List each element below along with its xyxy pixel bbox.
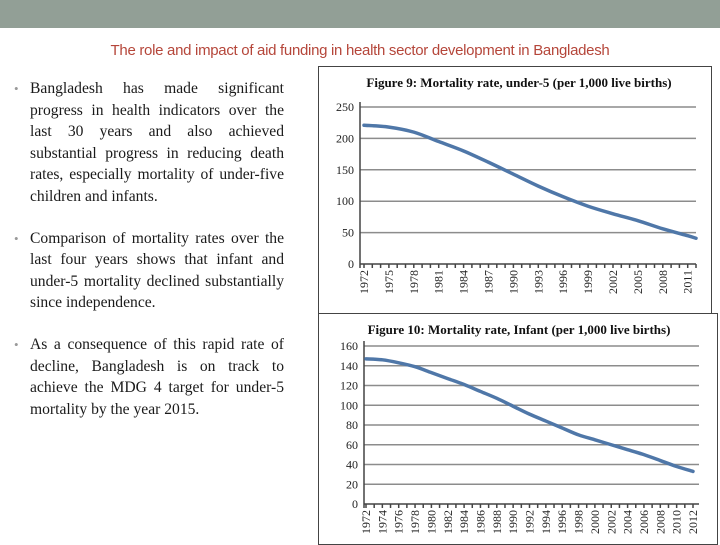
x-tick-label: 2012 [686, 510, 700, 534]
x-tick-label: 1978 [408, 510, 422, 534]
y-tick-label: 50 [342, 226, 354, 240]
y-tick-label: 100 [336, 194, 354, 208]
y-tick-label: 120 [340, 379, 358, 393]
y-tick-label: 80 [346, 418, 358, 432]
x-tick-label: 1990 [506, 270, 520, 294]
series-line [366, 359, 693, 472]
x-tick-label: 2002 [604, 510, 618, 534]
chart-under5-mortality: 0 50 100 150 200 250 1972 1975 1978 1981 1984 1987 1… [318, 66, 712, 314]
chart-title: Figure 9: Mortality rate, under-5 (per 1… [359, 75, 679, 90]
x-tick-label: 1978 [407, 270, 421, 294]
x-tick-label: 1988 [490, 510, 504, 534]
x-tick-label: 1998 [572, 510, 586, 534]
x-tick-label: 2006 [637, 510, 651, 534]
x-tick-label: 1994 [539, 510, 553, 534]
y-tick-label: 0 [348, 257, 354, 271]
x-tick-label: 1984 [457, 270, 471, 294]
x-tick-label: 1993 [531, 270, 545, 294]
bullet-text: Comparison of mortality rates over the l… [30, 230, 284, 312]
x-tick-label: 1992 [523, 510, 537, 534]
y-tick-label: 250 [336, 100, 354, 114]
x-tick-label: 1990 [506, 510, 520, 534]
series-line [364, 125, 696, 238]
bullet-item: • As a consequence of this rapid rate of … [12, 334, 284, 420]
slide-title: The role and impact of aid funding in he… [0, 42, 720, 59]
x-tick-label: 1982 [441, 510, 455, 534]
chart-title: Figure 10: Mortality rate, Infant (per 1… [359, 322, 679, 337]
x-tick-label: 1987 [482, 270, 496, 294]
x-tick-label: 1972 [359, 510, 373, 534]
x-tick-label: 1980 [424, 510, 438, 534]
x-tick-label: 1999 [581, 270, 595, 294]
x-tick-label: 1984 [457, 510, 471, 534]
y-tick-label: 160 [340, 339, 358, 353]
y-tick-label: 0 [352, 497, 358, 511]
x-tick-label: 2005 [631, 270, 645, 294]
x-tick-label: 1981 [432, 270, 446, 294]
bullet-item: • Bangladesh has made significant progres… [12, 78, 284, 208]
x-tick-label: 1986 [473, 510, 487, 534]
top-band [0, 0, 720, 28]
x-tick-label: 2004 [621, 510, 635, 534]
x-tick-label: 1975 [382, 270, 396, 294]
bullet-item: • Comparison of mortality rates over the … [12, 228, 284, 314]
x-tick-label: 1976 [392, 510, 406, 534]
bullet-icon: • [14, 228, 19, 250]
x-tick-label: 1996 [555, 510, 569, 534]
bullet-text: As a consequence of this rapid rate of d… [30, 336, 284, 418]
x-tick-label: 2008 [653, 510, 667, 534]
bullet-list: • Bangladesh has made significant progres… [12, 78, 284, 440]
x-tick-label: 2011 [681, 270, 695, 294]
x-tick-label: 1996 [556, 270, 570, 294]
x-tick-label: 2008 [656, 270, 670, 294]
chart-svg: 0 50 100 150 200 250 1972 1975 1978 1981 1984 1987 1… [319, 67, 711, 313]
y-tick-label: 60 [346, 438, 358, 452]
y-tick-label: 200 [336, 131, 354, 145]
x-tick-label: 2000 [588, 510, 602, 534]
x-tick-label: 1972 [357, 270, 371, 294]
bullet-icon: • [14, 78, 19, 100]
y-tick-label: 20 [346, 477, 358, 491]
y-tick-label: 140 [340, 359, 358, 373]
bullet-text: Bangladesh has made significant progress… [30, 80, 284, 205]
x-tick-label: 2010 [670, 510, 684, 534]
y-tick-label: 100 [340, 398, 358, 412]
y-tick-label: 150 [336, 163, 354, 177]
x-tick-label: 1974 [375, 510, 389, 534]
y-tick-label: 40 [346, 458, 358, 472]
x-tick-label: 2002 [606, 270, 620, 294]
bullet-icon: • [14, 334, 19, 356]
